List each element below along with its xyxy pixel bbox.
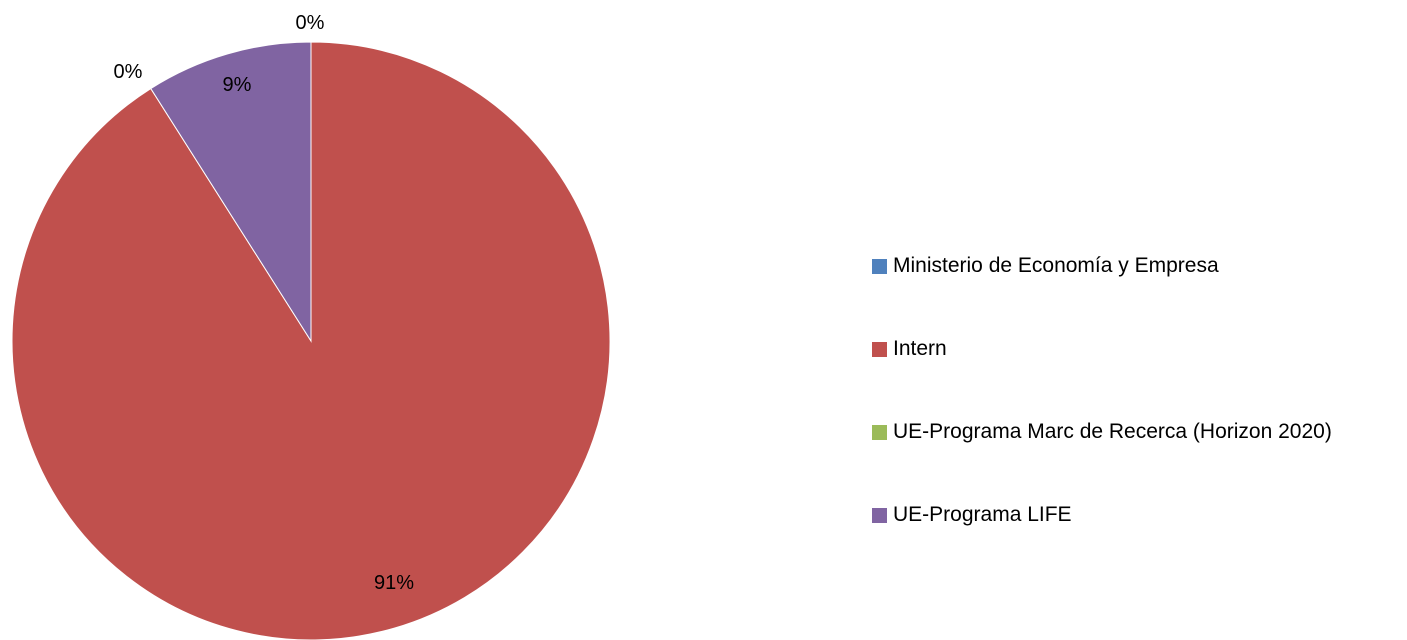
data-label-ministerio-de-econom-a-y-empresa: 0%	[296, 12, 325, 34]
legend-swatch	[872, 424, 887, 440]
legend-label: UE-Programa Marc de Recerca (Horizon 202…	[893, 420, 1332, 443]
legend-label: UE-Programa LIFE	[893, 503, 1072, 526]
pie-data-labels: 0% 91% 0% 9%	[114, 12, 415, 594]
data-label-intern: 91%	[374, 572, 414, 594]
legend-item-horizon-2020: UE-Programa Marc de Recerca (Horizon 202…	[872, 414, 1402, 450]
legend-swatch	[872, 341, 887, 357]
legend-item-ministerio: Ministerio de Economía y Empresa	[872, 248, 1402, 284]
data-label-ue-programa-marc-de-recerca-horizon-2020: 0%	[114, 61, 143, 83]
legend: Ministerio de Economía y Empresa Intern …	[872, 248, 1402, 580]
pie-slice-intern	[11, 41, 611, 640]
data-label-ue-programa-life: 9%	[223, 74, 252, 96]
legend-label: Intern	[893, 337, 947, 360]
legend-swatch	[872, 507, 887, 523]
pie-slice-ue-programa-life	[150, 41, 312, 343]
pie-slices	[11, 41, 611, 640]
legend-item-intern: Intern	[872, 331, 1402, 367]
legend-item-life: UE-Programa LIFE	[872, 497, 1402, 533]
legend-swatch	[872, 258, 887, 274]
legend-label: Ministerio de Economía y Empresa	[893, 254, 1219, 277]
